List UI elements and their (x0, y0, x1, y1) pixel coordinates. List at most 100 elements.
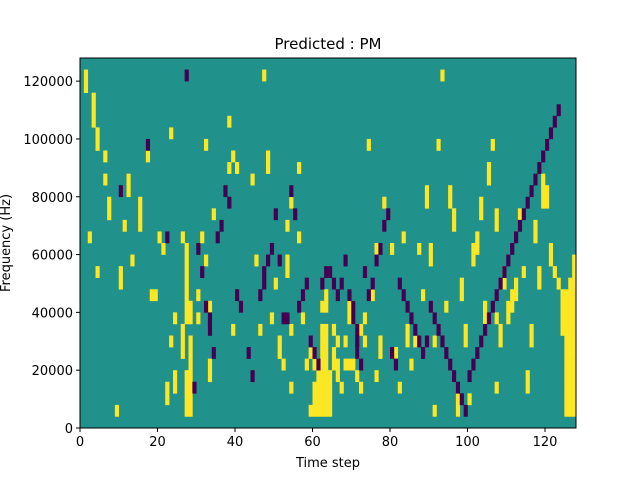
heatmap-cell-low (145, 138, 151, 151)
y-axis: 0 20000 40000 60000 80000 100000 120000 (23, 75, 80, 437)
heatmap-cell-high (231, 150, 236, 163)
heatmap-cell-high (328, 393, 333, 406)
heatmap-cell-low (498, 277, 503, 290)
heatmap-cell-high (320, 347, 325, 359)
heatmap-cell-high (107, 208, 112, 221)
heatmap-cell-high (459, 277, 464, 290)
heatmap-cell-low (339, 277, 344, 290)
heatmap-cell-high (227, 162, 232, 174)
heatmap-cell-high (440, 69, 445, 82)
heatmap-cell-high (455, 404, 461, 417)
heatmap-cell-high (572, 404, 577, 417)
heatmap-cell-high (328, 381, 333, 394)
heatmap-cell-high (324, 300, 329, 313)
heatmap-cell-low (548, 127, 554, 140)
heatmap-cell-low (304, 277, 309, 290)
heatmap-cell-low (285, 312, 290, 325)
heatmap-cell-high (533, 219, 538, 232)
heatmap-cell-low (351, 312, 356, 325)
heatmap-cell-low (324, 266, 329, 278)
heatmap-cell-high (320, 381, 325, 394)
heatmap-cell-high (157, 231, 162, 244)
heatmap-cell-high (188, 347, 193, 359)
heatmap-cell-high (424, 185, 430, 198)
heatmap-cell-low (355, 335, 360, 348)
heatmap-cell-high (405, 335, 410, 348)
heatmap-cell-high (320, 335, 325, 348)
heatmap-cell-high (479, 196, 484, 209)
heatmap-cell-high (382, 196, 387, 209)
heatmap-cell-low (517, 219, 523, 232)
heatmap-cell-high (335, 370, 340, 383)
heatmap-cell-low (514, 231, 519, 244)
heatmap-cells (83, 69, 577, 417)
heatmap-cell-low (223, 185, 228, 198)
heatmap-cell-high (320, 370, 325, 383)
heatmap-cell-high (366, 138, 371, 151)
heatmap-cell-high (289, 381, 294, 394)
heatmap-cell-low (405, 300, 410, 313)
heatmap-cell-high (316, 404, 321, 417)
heatmap-cell-high (324, 358, 329, 371)
heatmap-cell-high (285, 219, 290, 232)
heatmap-cell-high (324, 323, 329, 336)
heatmap-cell-high (188, 300, 193, 313)
heatmap-cell-low (238, 300, 244, 313)
heatmap-cell-high (204, 138, 209, 151)
heatmap-cell-high (254, 254, 259, 267)
heatmap-cell-high (452, 219, 457, 232)
heatmap-cell-high (502, 277, 507, 290)
heatmap-cell-high (564, 347, 569, 359)
heatmap-cell-high (180, 231, 185, 244)
heatmap-cell-low (417, 335, 422, 348)
heatmap-cell-low (432, 312, 437, 325)
heatmap-cell-high (273, 277, 278, 290)
heatmap-cell-high (572, 393, 577, 406)
heatmap-cell-low (483, 323, 488, 336)
heatmap-cell-high (568, 289, 573, 302)
heatmap-cell-high (91, 104, 96, 117)
y-tick-label: 120000 (23, 75, 73, 90)
x-tick-label: 0 (76, 435, 84, 450)
heatmap-cell-high (401, 231, 406, 244)
heatmap-cell-low (452, 370, 457, 383)
heatmap-cell-high (560, 289, 565, 302)
heatmap-cell-high (564, 370, 569, 383)
heatmap-cell-high (118, 277, 123, 290)
heatmap-cell-low (335, 289, 340, 302)
heatmap-cell-high (525, 370, 530, 383)
heatmap-cell-high (467, 393, 472, 406)
y-tick-label: 80000 (32, 191, 73, 206)
heatmap-cell-high (266, 150, 271, 163)
heatmap-cell-low (393, 358, 399, 371)
heatmap-cell-high (180, 323, 185, 336)
heatmap-cell-high (475, 231, 480, 244)
heatmap-cell-high (494, 312, 499, 325)
heatmap-cell-high (312, 381, 317, 394)
heatmap-cell-high (494, 219, 499, 232)
heatmap-cell-low (421, 347, 426, 359)
heatmap-cell-high (227, 115, 232, 128)
heatmap-cell-high (568, 312, 573, 325)
heatmap-cell-high (316, 381, 321, 394)
heatmap-cell-high (541, 185, 546, 198)
heatmap-cell-high (91, 92, 96, 105)
heatmap-cell-high (428, 254, 433, 267)
heatmap-cell-low (207, 323, 213, 336)
heatmap-cell-high (506, 312, 511, 325)
heatmap-cell-high (486, 162, 492, 174)
plot-frame (79, 57, 577, 429)
heatmap-cell-low (273, 208, 278, 221)
heatmap-cell-low (289, 185, 294, 198)
heatmap-cell-low (343, 254, 348, 267)
heatmap-cell-low (378, 243, 383, 255)
heatmap-cell-high (564, 300, 569, 313)
heatmap-cell-high (564, 393, 569, 406)
heatmap-cell-high (568, 393, 573, 406)
heatmap-cell-low (355, 323, 360, 336)
heatmap-cell-high (564, 404, 569, 417)
heatmap-cell-low (266, 254, 271, 267)
heatmap-cell-high (463, 323, 468, 336)
heatmap-cell-high (397, 381, 402, 394)
